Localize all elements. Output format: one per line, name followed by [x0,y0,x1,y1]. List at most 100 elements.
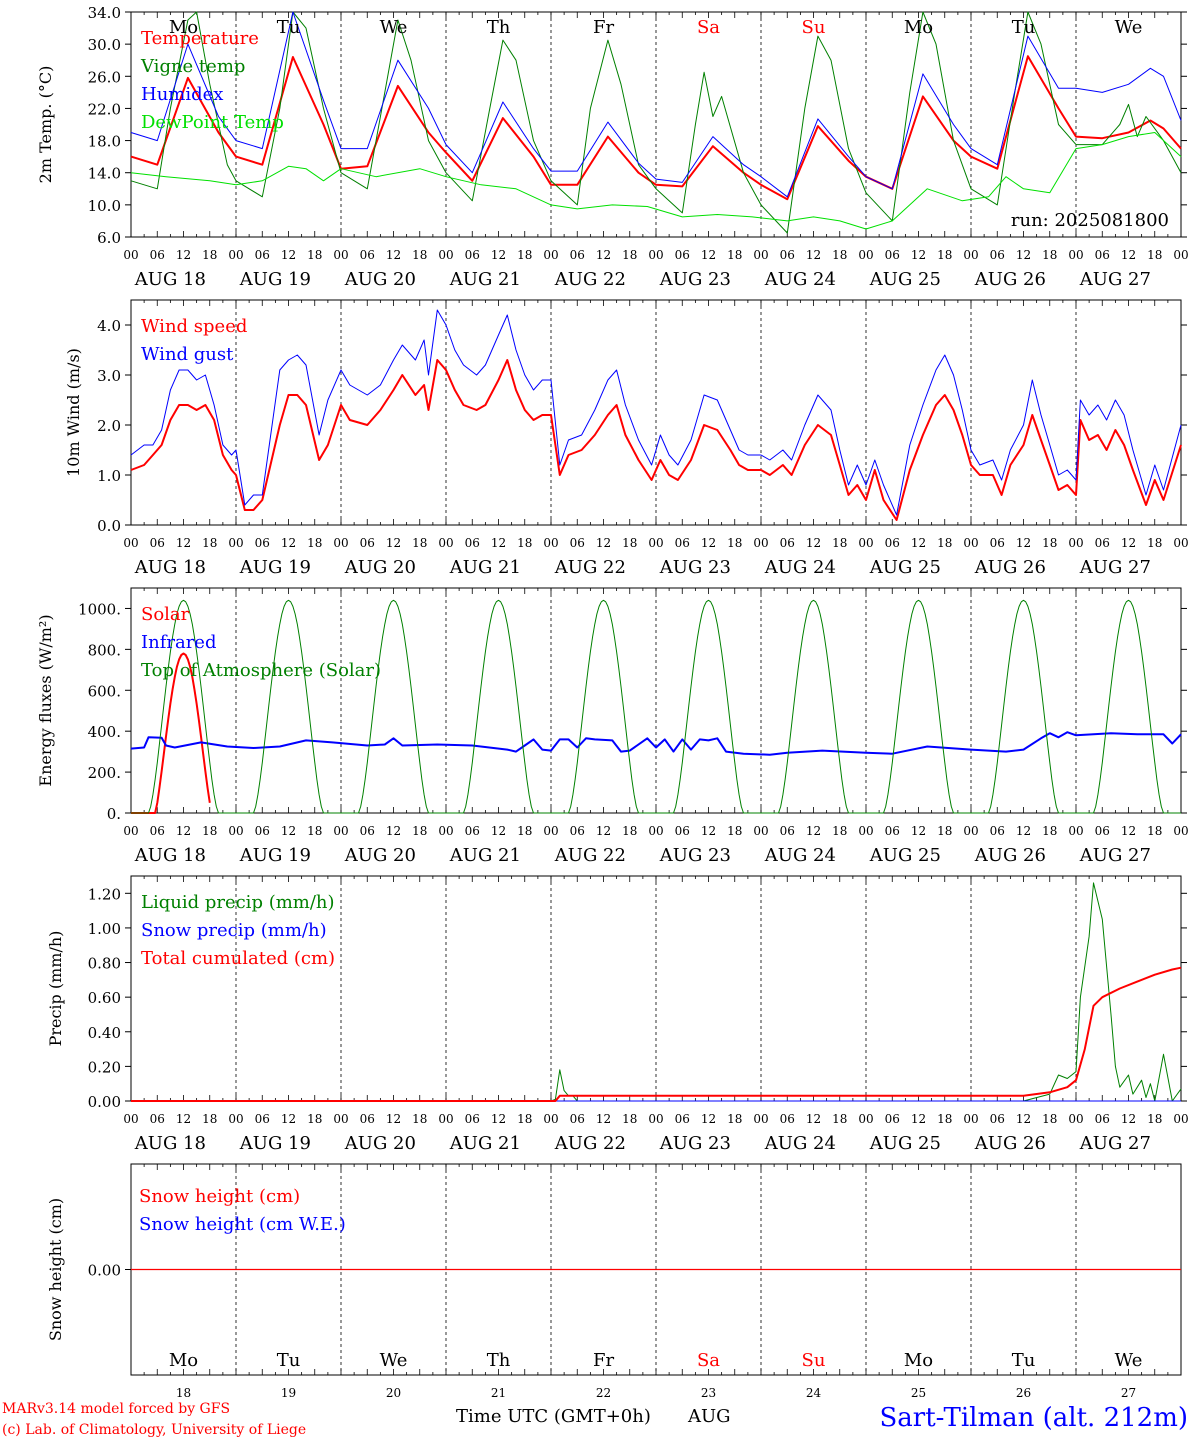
x-hour-label: 00 [1173,824,1188,838]
x-hour-label: 18 [832,248,847,262]
x-hour-label: 00 [963,536,978,550]
x-hour-label: 18 [1042,248,1057,262]
x-hour-label: 06 [255,248,270,262]
x-hour-label: 18 [727,1112,742,1126]
plot-frame [130,299,1182,526]
x-hour-label: 06 [1095,824,1110,838]
x-hour-label: 12 [1016,824,1031,838]
series-line [130,11,1182,234]
date-number: 22 [596,1386,611,1400]
x-hour-label: 18 [727,248,742,262]
x-hour-label: 06 [570,824,585,838]
x-hour-label: 18 [622,824,637,838]
weekday-label: Tu [277,1350,301,1371]
x-date-label: AUG 21 [449,557,521,578]
x-hour-label: 18 [1147,824,1162,838]
x-date-label: AUG 22 [554,269,626,290]
y-tick-label: 34.0 [88,4,121,22]
x-date-label: AUG 27 [1079,269,1151,290]
y-tick-label: 1.00 [88,920,121,938]
series-line [130,55,1182,201]
x-hour-label: 12 [386,536,401,550]
x-date-label: AUG 23 [659,845,731,866]
x-hour-label: 06 [360,824,375,838]
x-hour-label: 06 [885,536,900,550]
x-hour-label: 12 [911,536,926,550]
x-hour-label: 18 [937,824,952,838]
x-hour-label: 00 [963,1112,978,1126]
x-hour-label: 12 [806,248,821,262]
legend-entry: Vigne temp [140,56,245,77]
x-hour-label: 18 [412,536,427,550]
x-date-label: AUG 20 [344,1133,416,1154]
x-hour-label: 06 [465,536,480,550]
x-hour-label: 12 [1121,248,1136,262]
date-number: 19 [281,1386,296,1400]
x-hour-label: 00 [543,536,558,550]
x-hour-label: 06 [675,1112,690,1126]
lab-credit: (c) Lab. of Climatology, University of L… [2,1422,306,1438]
x-hour-label: 12 [596,248,611,262]
x-hour-label: 06 [150,1112,165,1126]
y-tick-label: 0.20 [88,1058,121,1076]
x-hour-label: 06 [360,248,375,262]
x-hour-label: 06 [1095,536,1110,550]
x-hour-label: 18 [412,824,427,838]
y-tick-label: 0.0 [97,517,121,535]
weekday-label: Mo [169,17,198,38]
x-hour-label: 00 [543,824,558,838]
x-hour-label: 06 [1095,1112,1110,1126]
x-hour-label: 00 [963,248,978,262]
x-date-label: AUG 21 [449,845,521,866]
weekday-label: Fr [593,17,614,38]
y-tick-label: 0. [107,805,121,823]
y-axis-label: Precip (mm/h) [46,931,65,1047]
x-hour-label: 00 [228,536,243,550]
x-date-label: AUG 22 [554,557,626,578]
x-date-label: AUG 27 [1079,845,1151,866]
x-hour-label: 12 [701,536,716,550]
x-hour-label: 12 [701,1112,716,1126]
x-date-label: AUG 25 [869,845,941,866]
x-hour-label: 12 [911,248,926,262]
weekday-label: Tu [1012,17,1036,38]
x-hour-label: 06 [885,248,900,262]
date-number: 18 [176,1386,191,1400]
x-hour-label: 00 [858,1112,873,1126]
x-hour-label: 00 [228,248,243,262]
x-hour-label: 12 [386,1112,401,1126]
legend-entry: Wind speed [141,316,247,337]
x-hour-label: 18 [202,248,217,262]
series-line [130,359,1182,521]
panel-snow: 0.00 Snow height (cm) Snow height (cm) Snow… [46,1163,1182,1400]
x-hour-label: 00 [1068,248,1083,262]
station-name: Sart-Tilman (alt. 212m) [879,1403,1188,1433]
legend-entry: Humidex [141,84,223,105]
x-hour-label: 06 [780,1112,795,1126]
x-hour-label: 00 [753,1112,768,1126]
x-hour-label: 18 [937,536,952,550]
series-line [130,11,1182,198]
x-hour-label: 00 [228,1112,243,1126]
date-number: 27 [1121,1386,1136,1400]
x-date-label: AUG 21 [449,269,521,290]
panel-energy: 0. 200. 400. 600. 800. 1000. Energy fluxes (W/… [36,587,1189,866]
x-date-label: AUG 27 [1079,557,1151,578]
x-hour-label: 06 [360,1112,375,1126]
y-tick-label: 600. [88,682,121,700]
x-hour-label: 00 [858,248,873,262]
x-date-label: AUG 26 [974,1133,1046,1154]
x-hour-label: 12 [1121,1112,1136,1126]
x-hour-label: 00 [123,248,138,262]
y-tick-label: 0.80 [88,955,121,973]
y-tick-label: 3.0 [97,367,121,385]
x-hour-label: 06 [255,824,270,838]
x-hour-label: 18 [307,248,322,262]
x-date-label: AUG 27 [1079,1133,1151,1154]
y-tick-label: 0.00 [88,1262,121,1280]
weekday-label: Th [487,1350,511,1371]
x-date-label: AUG 24 [764,845,836,866]
x-hour-label: 06 [885,824,900,838]
x-hour-label: 12 [386,824,401,838]
